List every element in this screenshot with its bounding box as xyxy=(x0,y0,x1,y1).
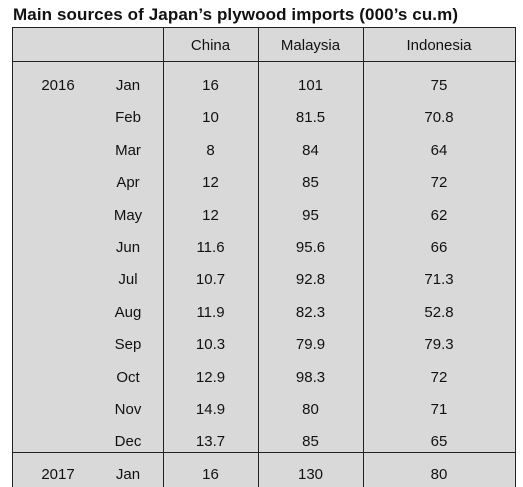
table-cell-indonesia: 52.8 xyxy=(424,303,454,321)
table-cell-indonesia: 64 xyxy=(430,141,448,159)
table-cell-indonesia: 72 xyxy=(430,368,448,386)
table-cell-malaysia: 95.6 xyxy=(295,239,326,256)
table-cell-china: 8 xyxy=(206,141,215,159)
table-cell-china: 10.3 xyxy=(195,336,226,354)
table-cell-indonesia: 75 xyxy=(430,77,448,94)
table-cell-indonesia: 79.3 xyxy=(424,336,454,354)
table-cell-month: Sep xyxy=(114,336,142,354)
table-cell-malaysia: 82.3 xyxy=(295,303,326,321)
table-cell-indonesia: 66 xyxy=(430,239,448,256)
table-cell-china: 12.9 xyxy=(195,368,226,386)
table-cell-indonesia: 80 xyxy=(430,466,448,483)
table-cell-china: 13.7 xyxy=(195,433,226,451)
table-cell-china: 10 xyxy=(202,109,219,127)
table-cell-malaysia: 95 xyxy=(302,206,319,224)
column-divider xyxy=(363,28,364,487)
table-cell-month: Jan xyxy=(115,466,141,483)
table-cell-month: Jun xyxy=(115,239,141,256)
table-cell-indonesia: 71.3 xyxy=(424,271,454,289)
table-cell-month: Nov xyxy=(114,401,142,418)
table-cell-malaysia: 98.3 xyxy=(295,368,326,386)
table-cell-china: 11.9 xyxy=(196,303,225,321)
table-cell-china: 12 xyxy=(202,206,219,224)
table-cell-malaysia: 85 xyxy=(302,174,319,192)
table-cell-malaysia: 84 xyxy=(302,141,319,159)
table-cell-malaysia: 101 xyxy=(297,77,324,94)
table-cell-month: Feb xyxy=(115,109,141,127)
year-divider xyxy=(13,452,515,453)
table-cell-year: 2016 xyxy=(41,77,75,94)
table-cell-china: 16 xyxy=(202,77,219,94)
table-cell-month: Jul xyxy=(118,271,138,289)
table-cell-indonesia: 65 xyxy=(430,433,448,451)
table-cell-malaysia: 85 xyxy=(302,433,319,451)
column-header-malaysia: Malaysia xyxy=(280,37,341,54)
table-cell-month: Oct xyxy=(116,368,140,386)
column-divider xyxy=(258,28,259,487)
table-cell-month: Jan xyxy=(115,77,141,94)
table-cell-china: 16 xyxy=(202,466,219,483)
table-cell-malaysia: 81.5 xyxy=(295,109,326,127)
table-cell-month: Apr xyxy=(116,174,140,192)
table-cell-month: Mar xyxy=(115,141,141,159)
table-cell-china: 11.6 xyxy=(196,239,225,256)
table-cell-month: Aug xyxy=(114,303,142,321)
header-divider xyxy=(13,61,515,62)
table-cell-china: 14.9 xyxy=(195,401,226,418)
imports-table: China Malaysia Indonesia 2016 Jan 16 101 75 F… xyxy=(12,27,516,487)
table-cell-indonesia: 71 xyxy=(430,401,448,418)
table-cell-indonesia: 70.8 xyxy=(424,109,454,127)
table-title: Main sources of Japan’s plywood imports … xyxy=(13,5,459,24)
column-header-china: China xyxy=(190,37,231,54)
table-cell-indonesia: 72 xyxy=(430,174,448,192)
table-cell-malaysia: 79.9 xyxy=(295,336,326,354)
table-cell-malaysia: 92.8 xyxy=(295,271,326,289)
table-cell-month: Dec xyxy=(114,433,142,451)
column-header-indonesia: Indonesia xyxy=(406,37,472,54)
table-cell-china: 12 xyxy=(202,174,219,192)
table-cell-indonesia: 62 xyxy=(430,206,448,224)
table-cell-year: 2017 xyxy=(41,466,75,483)
table-cell-malaysia: 130 xyxy=(297,466,324,483)
table-cell-month: May xyxy=(113,206,143,224)
table-cell-malaysia: 80 xyxy=(302,401,319,418)
table-cell-china: 10.7 xyxy=(195,271,226,289)
column-divider xyxy=(163,28,164,487)
